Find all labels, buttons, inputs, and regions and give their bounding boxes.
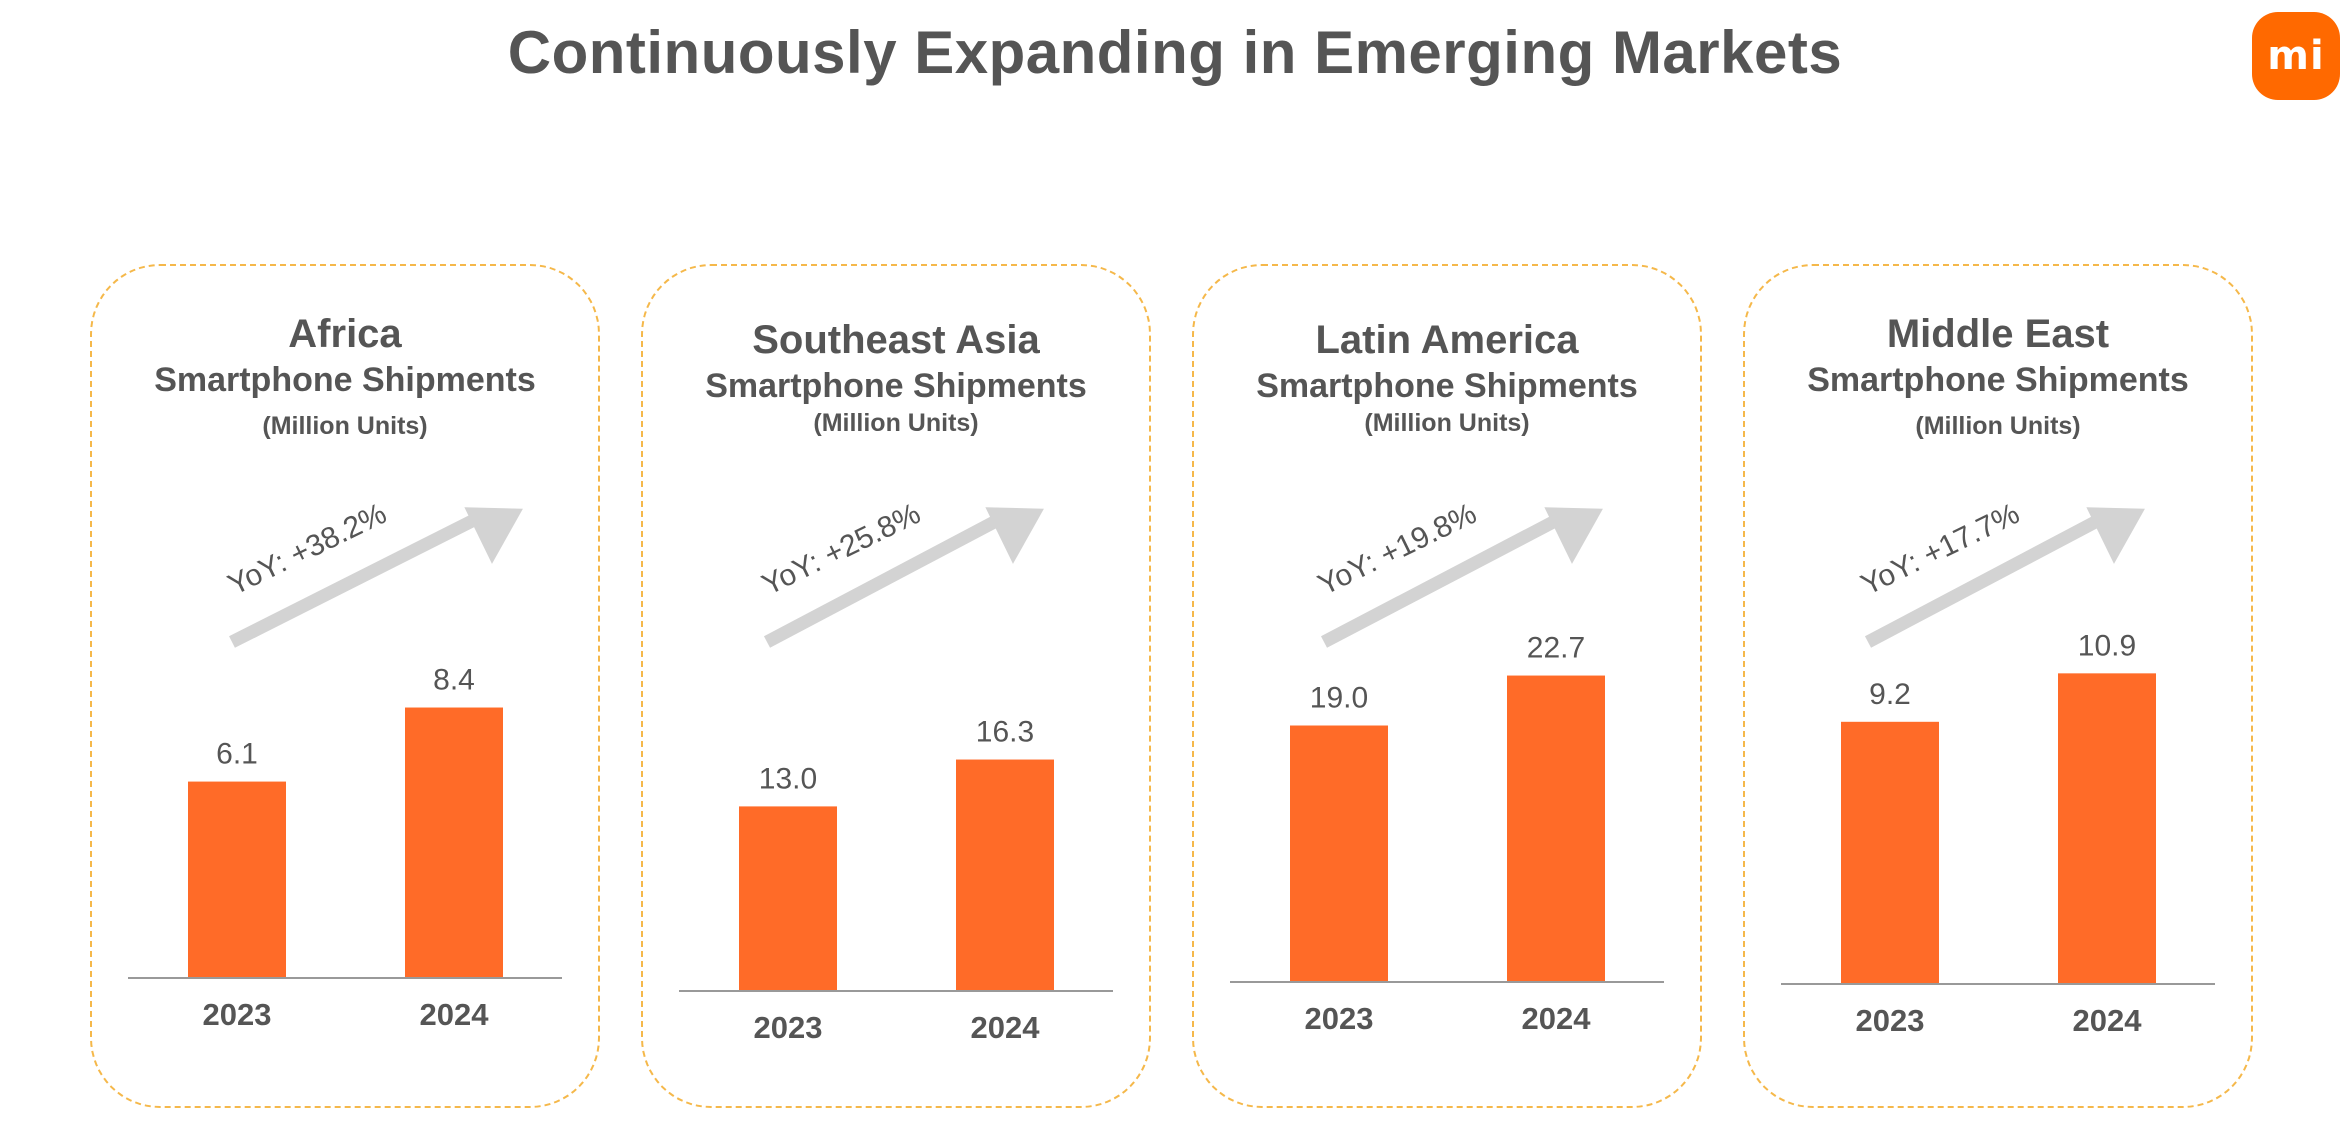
card-units: (Million Units) [1915, 412, 2081, 440]
card-units: (Million Units) [1364, 409, 1530, 437]
card-latin-america: Latin America Smartphone Shipments (Mill… [1192, 264, 1702, 1108]
value-label: 13.0 [759, 762, 817, 795]
bar-2023 [739, 806, 837, 991]
bar-chart: 19.0 2023 22.7 2024 [1230, 632, 1664, 1036]
bar-2024 [405, 707, 503, 978]
card-title: Africa [288, 312, 402, 356]
bar-chart: 9.2 2023 10.9 2024 [1781, 629, 2215, 1038]
x-tick-label: 2024 [971, 1010, 1041, 1045]
value-label: 16.3 [976, 716, 1034, 749]
card-africa: Africa Smartphone Shipments (Million Uni… [90, 264, 600, 1108]
bar-2023 [1290, 725, 1388, 982]
x-tick-label: 2023 [1305, 1001, 1374, 1036]
bar-chart: 6.1 2023 8.4 2024 [128, 664, 562, 1032]
value-label: 22.7 [1527, 632, 1585, 665]
value-label: 6.1 [216, 738, 258, 771]
growth-arrow-icon [1320, 507, 1603, 648]
bar-2024 [1507, 675, 1605, 982]
x-tick-label: 2024 [420, 997, 490, 1032]
value-label: 9.2 [1869, 678, 1911, 711]
x-tick-label: 2024 [1522, 1001, 1592, 1036]
x-tick-label: 2023 [1856, 1003, 1925, 1038]
card-units: (Million Units) [813, 409, 979, 437]
card-subtitle: Smartphone Shipments [705, 367, 1087, 405]
value-label: 8.4 [433, 664, 475, 697]
growth-arrow-icon [763, 507, 1044, 648]
x-tick-label: 2023 [754, 1010, 823, 1045]
brand-logo: mi [2252, 12, 2340, 100]
card-subtitle: Smartphone Shipments [1256, 367, 1638, 405]
value-label: 10.9 [2078, 629, 2136, 662]
value-label: 19.0 [1310, 682, 1368, 715]
bar-2024 [2058, 673, 2156, 984]
bar-2023 [188, 781, 286, 978]
card-units: (Million Units) [262, 412, 428, 440]
page-title: Continuously Expanding in Emerging Marke… [507, 19, 1843, 86]
x-tick-label: 2024 [2073, 1003, 2143, 1038]
bar-2023 [1841, 721, 1939, 984]
logo-text: mi [2267, 33, 2325, 79]
bar-chart: 13.0 2023 16.3 2024 [679, 716, 1113, 1045]
card-middle-east: Middle East Smartphone Shipments (Millio… [1743, 264, 2253, 1108]
growth-arrow-icon [1864, 507, 2145, 648]
card-southeast-asia: Southeast Asia Smartphone Shipments (Mil… [641, 264, 1151, 1108]
card-title: Middle East [1886, 312, 2110, 356]
card-subtitle: Smartphone Shipments [1807, 361, 2189, 399]
card-title: Latin America [1315, 318, 1579, 362]
x-tick-label: 2023 [203, 997, 272, 1032]
bar-2024 [956, 759, 1054, 991]
growth-arrow-icon [229, 507, 523, 648]
card-title: Southeast Asia [752, 318, 1040, 362]
card-subtitle: Smartphone Shipments [154, 361, 536, 399]
